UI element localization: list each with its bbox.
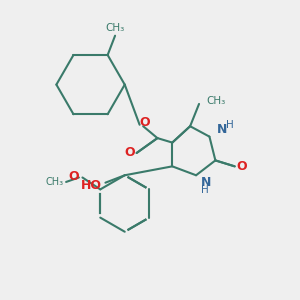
Text: O: O	[236, 160, 247, 173]
Text: H: H	[226, 120, 233, 130]
Text: CH₃: CH₃	[206, 96, 226, 106]
Text: N: N	[217, 123, 227, 136]
Text: CH₃: CH₃	[46, 177, 64, 187]
Text: O: O	[140, 116, 150, 129]
Text: CH₃: CH₃	[106, 23, 125, 33]
Text: O: O	[125, 146, 135, 160]
Text: N: N	[200, 176, 211, 189]
Text: HO: HO	[81, 179, 102, 192]
Text: O: O	[68, 170, 79, 183]
Text: H: H	[200, 184, 208, 194]
